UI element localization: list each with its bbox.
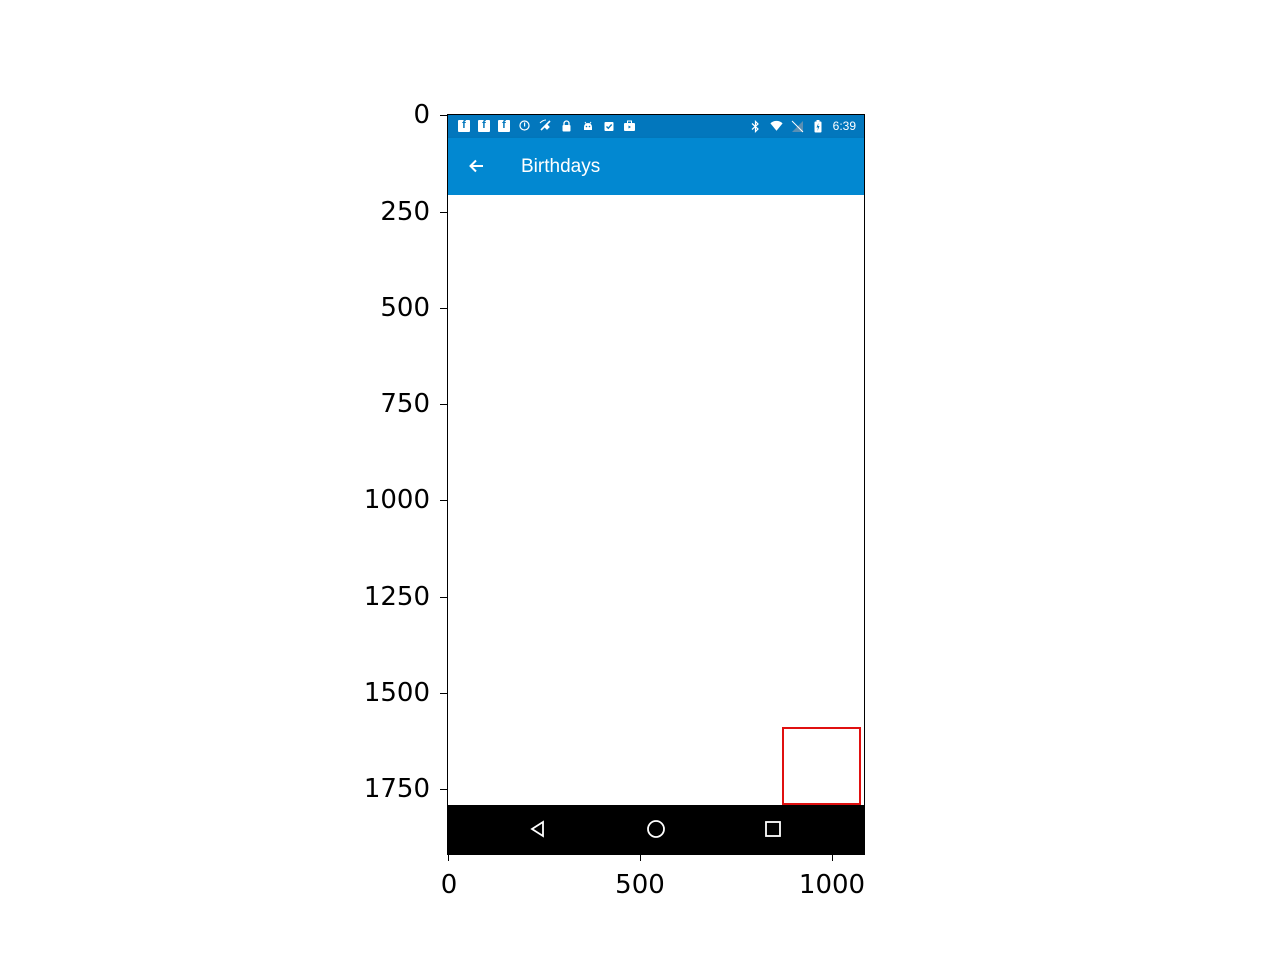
y-tick-label: 250 xyxy=(380,197,430,227)
no-signal-icon xyxy=(791,120,804,133)
y-tick xyxy=(440,115,447,116)
y-tick xyxy=(440,500,447,501)
facebook-icon: f xyxy=(498,119,510,132)
y-tick-label: 1250 xyxy=(363,582,430,612)
status-clock: 6:39 xyxy=(832,119,856,133)
back-triangle-icon[interactable] xyxy=(528,819,548,839)
y-tick xyxy=(440,789,447,790)
phone-screen: f f f xyxy=(448,115,864,854)
x-tick xyxy=(832,854,833,861)
recents-square-icon[interactable] xyxy=(763,819,783,839)
y-tick xyxy=(440,693,447,694)
y-tick-label: 1750 xyxy=(363,774,430,804)
birthday-list xyxy=(448,195,864,854)
android-icon xyxy=(581,119,594,132)
y-tick-label: 1000 xyxy=(363,485,430,515)
satellite-icon xyxy=(539,119,552,132)
status-bar-system: 6:39 xyxy=(749,119,856,133)
status-bar: f f f xyxy=(448,115,864,138)
bluetooth-icon xyxy=(749,119,762,133)
navigation-bar xyxy=(448,805,864,854)
facebook-icon: f xyxy=(478,119,490,132)
app-bar: Birthdays xyxy=(448,138,864,195)
y-tick xyxy=(440,404,447,405)
y-tick-label: 750 xyxy=(380,389,430,419)
x-tick-label: 0 xyxy=(440,870,458,900)
briefcase-icon xyxy=(623,119,636,132)
y-tick xyxy=(440,597,447,598)
status-bar-notifications: f f f xyxy=(458,119,636,132)
lock-icon xyxy=(560,119,573,132)
home-circle-icon[interactable] xyxy=(646,819,666,839)
y-tick xyxy=(440,212,447,213)
y-tick-label: 1500 xyxy=(363,678,430,708)
x-tick-label: 1000 xyxy=(798,870,866,900)
wifi-icon xyxy=(770,120,783,133)
arrow-back-icon[interactable] xyxy=(466,155,488,177)
clipboard-check-icon xyxy=(602,119,615,132)
y-tick-label: 500 xyxy=(380,293,430,323)
x-tick xyxy=(640,854,641,861)
page-title: Birthdays xyxy=(521,156,601,177)
alert-circle-icon xyxy=(518,119,531,132)
x-tick xyxy=(448,854,449,861)
x-tick-label: 500 xyxy=(615,870,665,900)
facebook-icon: f xyxy=(458,119,470,132)
y-tick xyxy=(440,308,447,309)
battery-charging-icon xyxy=(812,119,825,133)
y-tick-label: 0 xyxy=(413,100,430,130)
